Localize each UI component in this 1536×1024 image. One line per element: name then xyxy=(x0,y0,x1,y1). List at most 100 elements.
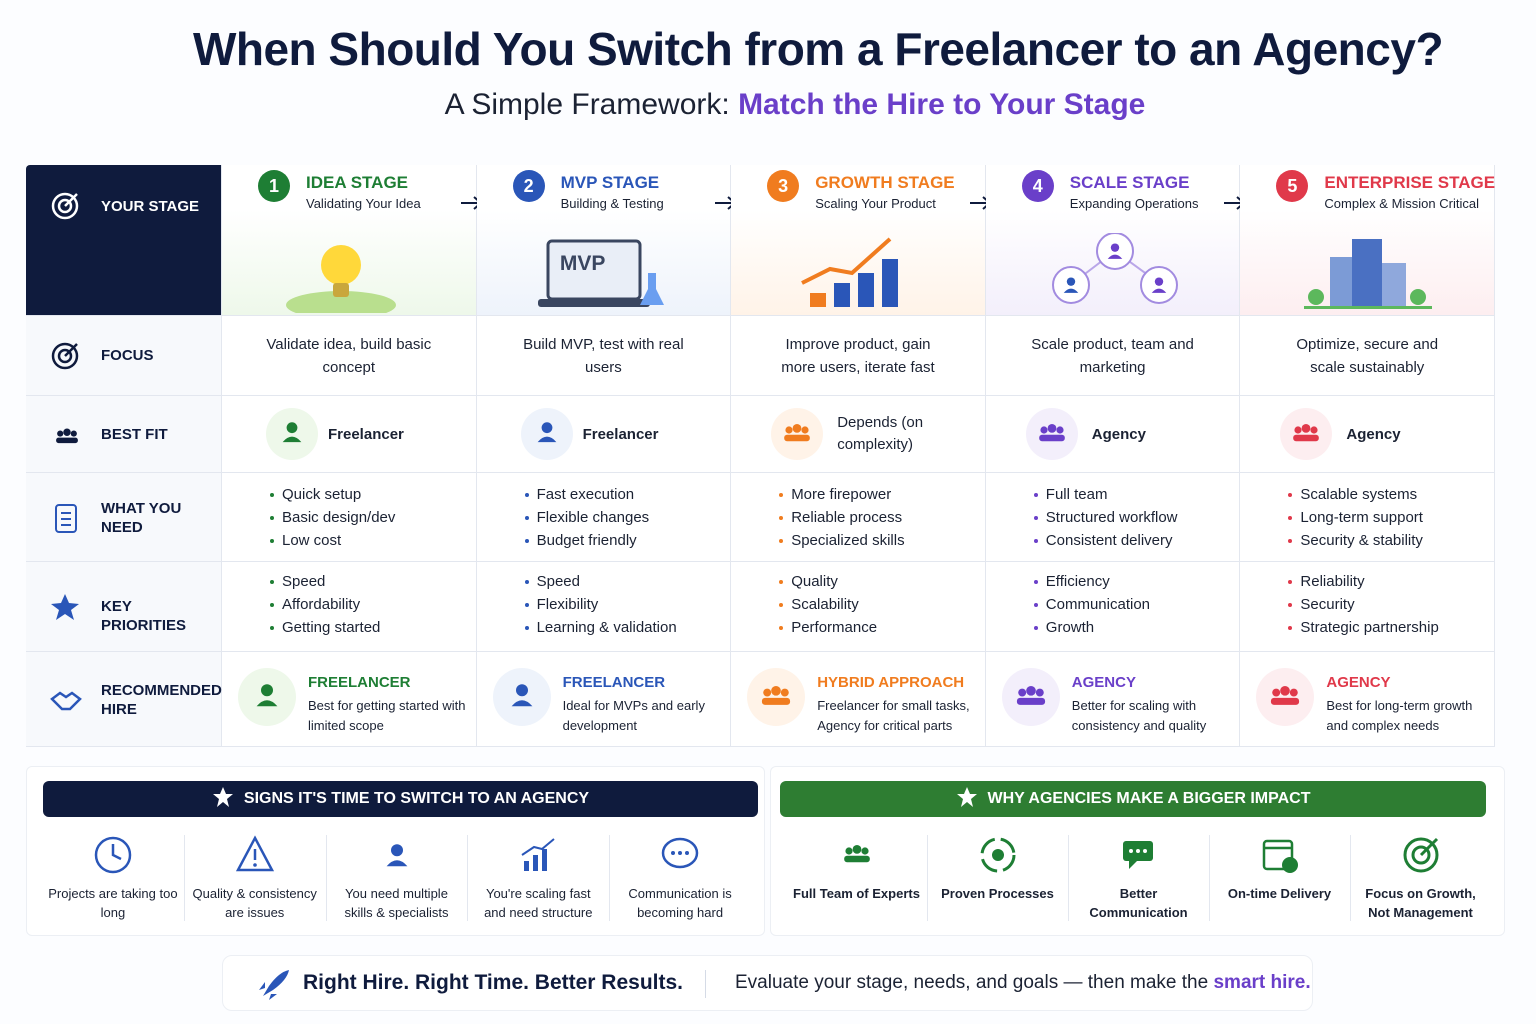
stage-illustration-svg xyxy=(801,237,899,307)
best-fit-cell: Agency xyxy=(985,396,1241,473)
recommended-cell: HYBRID APPROACH Freelancer for small task… xyxy=(731,652,986,747)
bullet xyxy=(1288,580,1293,585)
needs-text: Reliable process xyxy=(791,509,903,526)
need-item: Structured workflow xyxy=(1033,506,1240,529)
best-fit-icon xyxy=(771,408,824,465)
prioritie-item: Security xyxy=(1288,593,1494,616)
priorities-text: Speed xyxy=(536,573,580,590)
prioritie-item: Performance xyxy=(779,616,985,639)
need-item: Basic design/dev xyxy=(270,506,476,529)
bullet xyxy=(1288,603,1293,608)
bullet xyxy=(524,603,529,608)
needs-text: More firepower xyxy=(791,486,892,503)
stage-header: 1 IDEA STAGE Validating Your Idea xyxy=(222,165,477,319)
row-icon xyxy=(50,420,82,457)
item-icon xyxy=(93,835,133,880)
item-icon-svg xyxy=(980,837,1015,873)
best-fit-cell: Freelancer xyxy=(476,396,732,473)
needs-cell: More firepower Reliable process Specialize… xyxy=(731,473,986,562)
row-icon-svg xyxy=(50,690,82,710)
stage-subtitle: Building & Testing xyxy=(560,196,664,211)
recommended-icon xyxy=(492,668,551,731)
needs-text: Structured workflow xyxy=(1045,509,1178,526)
row-icon-svg xyxy=(55,503,77,533)
title: When Should You Switch from a Freelancer… xyxy=(192,23,1444,75)
best-fit-cell: Agency xyxy=(1240,396,1495,473)
priorities-text: Affordability xyxy=(282,596,361,613)
bullet xyxy=(270,603,274,608)
stage-illustration xyxy=(281,233,417,319)
focus-text: Optimize, secure and scale sustainably xyxy=(1296,335,1439,376)
recommended-title: HYBRID APPROACH xyxy=(817,674,965,691)
row-icon xyxy=(50,341,82,378)
priorities-cell: Efficiency Communication Growth xyxy=(985,562,1241,652)
bullet xyxy=(1033,516,1038,521)
footer-prefix: Evaluate your stage, needs, and goals — … xyxy=(735,972,1209,993)
subtitle-highlight: Match the Hire to Your Stage xyxy=(738,88,1146,121)
bullet xyxy=(779,603,784,608)
recommended-cell: AGENCY Better for scaling with consistenc… xyxy=(985,652,1241,747)
bullet xyxy=(779,539,784,544)
stage-illustration xyxy=(790,233,926,318)
needs-text: Quick setup xyxy=(282,486,362,503)
divider xyxy=(1350,835,1351,921)
need-item: Budget friendly xyxy=(524,529,731,552)
recommended-title: FREELANCER xyxy=(308,674,411,691)
needs-text: Flexible changes xyxy=(536,509,650,526)
needs-text: Specialized skills xyxy=(791,532,905,549)
best-fit-icon xyxy=(520,408,573,465)
priorities-text: Growth xyxy=(1045,619,1095,636)
best-fit-icon-svg xyxy=(1025,408,1078,460)
need-item: Flexible changes xyxy=(524,506,731,529)
bullet xyxy=(270,626,274,631)
bullet xyxy=(1033,603,1038,608)
priorities-text: Strategic partnership xyxy=(1300,619,1439,636)
item-text: You need multiple skills & specialists xyxy=(344,886,449,920)
priorities-text: Communication xyxy=(1045,596,1151,613)
need-item: Long-term support xyxy=(1288,506,1494,529)
item-icon-svg xyxy=(1122,841,1153,869)
needs-cell: Fast execution Flexible changes Budget fri… xyxy=(476,473,732,562)
row-label: RECOMMENDED HIRE xyxy=(101,681,222,718)
prioritie-item: Scalability xyxy=(779,593,985,616)
need-item: Low cost xyxy=(270,529,476,552)
item-text: Focus on Growth, Not Management xyxy=(1365,886,1476,920)
need-item: More firepower xyxy=(779,483,985,506)
stage-name: SCALE STAGE xyxy=(1069,173,1190,192)
item-icon xyxy=(1401,835,1441,880)
needs-text: Security & stability xyxy=(1300,532,1423,549)
recommended-icon xyxy=(747,668,806,731)
bullet xyxy=(1288,626,1293,631)
item-icon xyxy=(1119,835,1159,880)
row-label-cell: WHAT YOU NEED xyxy=(26,473,222,562)
item-icon-svg xyxy=(235,835,274,872)
footer-highlight: smart hire. xyxy=(1213,972,1311,993)
stage-name: MVP STAGE xyxy=(560,173,660,192)
priorities-text: Learning & validation xyxy=(536,619,677,636)
needs-text: Basic design/dev xyxy=(282,509,396,526)
row-icon-svg xyxy=(51,594,79,620)
prioritie-item: Learning & validation xyxy=(524,616,731,639)
needs-text: Consistent delivery xyxy=(1045,532,1173,549)
priorities-text: Reliability xyxy=(1300,573,1365,590)
bullet xyxy=(270,493,274,498)
divider xyxy=(927,835,928,921)
row-label-cell: FOCUS xyxy=(26,316,222,396)
rocket-icon-svg xyxy=(259,970,289,1000)
needs-text: Fast execution xyxy=(536,486,635,503)
stage-header: 4 SCALE STAGE Expanding Operations xyxy=(985,165,1241,316)
bar-icon xyxy=(212,786,234,813)
footer-divider xyxy=(705,970,706,998)
divider xyxy=(467,835,469,921)
need-item: Fast execution xyxy=(524,483,731,506)
recommended-title: FREELANCER xyxy=(562,674,666,691)
stage-number: 1 xyxy=(258,170,290,202)
divider xyxy=(183,835,185,921)
prioritie-item: Communication xyxy=(1033,593,1240,616)
row-icon xyxy=(50,191,82,228)
stage-illustration xyxy=(1300,233,1436,318)
priorities-cell: Reliability Security Strategic partnership xyxy=(1240,562,1495,652)
bar-icon xyxy=(956,786,978,813)
stage-subtitle: Expanding Operations xyxy=(1069,196,1199,211)
needs-cell: Full team Structured workflow Consistent d… xyxy=(985,473,1241,562)
